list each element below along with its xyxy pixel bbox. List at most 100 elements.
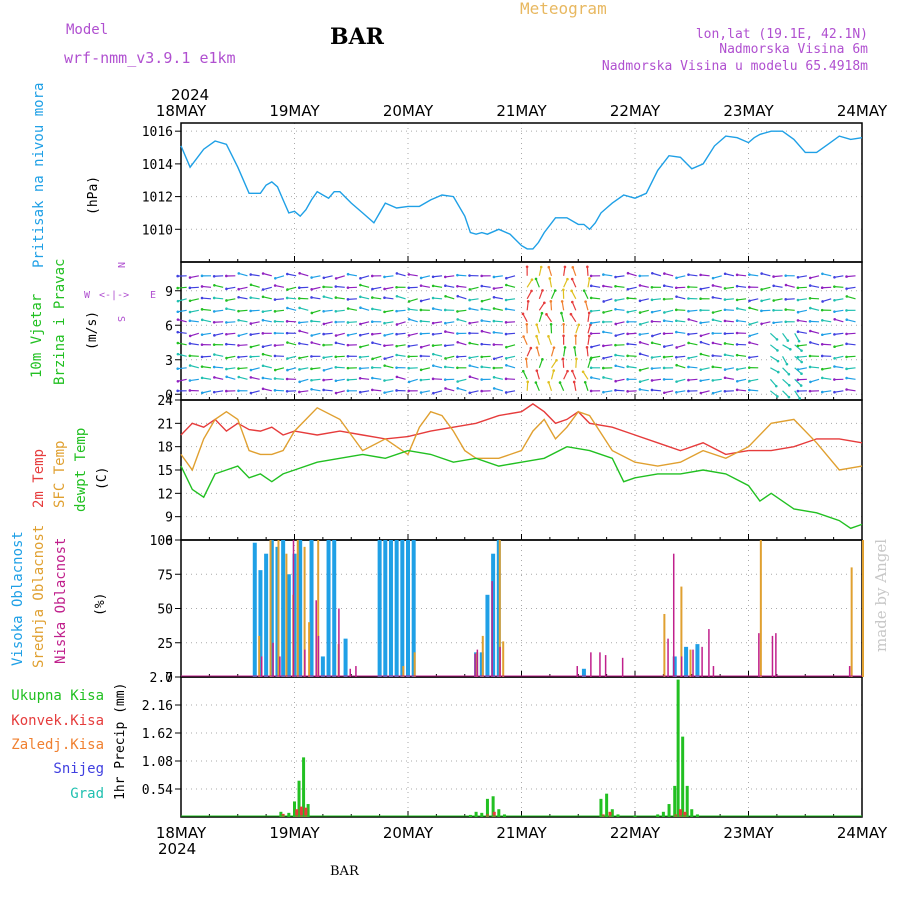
wind-arrow xyxy=(536,324,540,334)
wind-arrow xyxy=(846,343,856,346)
wind-arrowhead xyxy=(845,388,848,391)
wind-arrowhead xyxy=(587,334,591,338)
wind-arrow xyxy=(469,365,479,369)
wind-arrow xyxy=(797,298,807,301)
wind-arrow xyxy=(538,266,542,276)
wind-arrow xyxy=(445,366,455,369)
wind-arrowhead xyxy=(614,364,617,368)
wind-arrowhead xyxy=(200,365,204,368)
wind-arrowhead xyxy=(237,318,240,322)
wind-arrow xyxy=(773,298,783,302)
panel-pressure: 1010 1012 1014 1016 xyxy=(142,122,863,263)
wind-arrowhead xyxy=(188,389,192,392)
wind-arrow xyxy=(469,321,479,324)
wind-arrow xyxy=(360,321,370,325)
wind-arrow xyxy=(664,272,674,277)
wind-arrow xyxy=(584,382,589,391)
wind-arrowhead xyxy=(614,388,617,392)
wind-arrowhead xyxy=(820,354,824,358)
wind-arrowhead xyxy=(699,368,703,371)
wind-arrow xyxy=(846,295,856,300)
wind-arrow xyxy=(335,366,345,369)
wind-arrow xyxy=(582,371,589,380)
wind-arrowhead xyxy=(799,384,803,387)
wind-arrowhead xyxy=(298,368,301,371)
date-tick-label: 19MAY xyxy=(269,824,320,842)
wind-arrowhead xyxy=(845,295,849,298)
wind-arrowhead xyxy=(711,332,715,335)
wind-arrow xyxy=(494,387,504,392)
wind-arrowhead xyxy=(562,288,565,292)
wind-arrowhead xyxy=(588,277,591,280)
precip-bar-conv xyxy=(281,813,285,817)
wind-arrowhead xyxy=(504,307,508,311)
wind-arrowhead xyxy=(200,391,204,395)
wind-arrow xyxy=(591,355,601,359)
compass-w: W xyxy=(84,290,91,301)
wind-arrow xyxy=(563,278,568,288)
wind-arrowhead xyxy=(569,312,573,316)
wind-arrow xyxy=(238,367,248,370)
wind-arrowhead xyxy=(748,341,751,344)
pressure-ylabel: (hPa) xyxy=(86,176,101,215)
wind-arrow xyxy=(724,286,734,290)
wind-arrowhead xyxy=(614,307,617,311)
cloud-bar-low xyxy=(590,652,592,677)
precip-bar-total xyxy=(661,811,665,817)
wind-arrow xyxy=(226,298,236,302)
wind-arrowhead xyxy=(505,283,508,287)
wind-arrowhead xyxy=(225,307,228,311)
wind-arrow xyxy=(506,275,516,279)
wind-arrow xyxy=(526,347,532,357)
wind-arrowhead xyxy=(322,285,325,289)
wind-arrow xyxy=(603,298,613,303)
wind-arrowhead xyxy=(787,383,791,387)
y-tick-label: 21 xyxy=(157,417,173,432)
wind-arrowhead xyxy=(711,391,715,395)
wind-arrowhead xyxy=(638,311,642,314)
cloud-bar-mid xyxy=(308,622,311,677)
wind-arrow xyxy=(189,355,199,357)
wind-arrow xyxy=(603,344,613,347)
wind-arrowhead xyxy=(225,321,228,324)
wind-arrow xyxy=(493,275,503,278)
wind-arrow xyxy=(238,332,248,337)
wind-arrow xyxy=(457,355,467,358)
wind-arrowhead xyxy=(650,388,654,392)
wind-arrow xyxy=(384,297,394,300)
wind-arrowhead xyxy=(748,323,751,326)
wind-arrow xyxy=(408,344,418,347)
wind-arrow xyxy=(457,387,467,392)
wind-arrowhead xyxy=(334,365,338,369)
wind-arrowhead xyxy=(772,284,775,288)
wind-arrowhead xyxy=(298,271,301,275)
wind-arrow xyxy=(469,308,479,311)
wind-arrowhead xyxy=(575,357,578,361)
wind-arrowhead xyxy=(574,334,577,338)
cloud-bar-high xyxy=(326,540,331,677)
wind-arrow xyxy=(384,275,394,278)
wind-arrowhead xyxy=(200,343,204,346)
wind-arrow xyxy=(493,331,503,334)
wind-arrowhead xyxy=(638,341,642,344)
wind-arrowhead xyxy=(322,332,325,336)
wind-arrowhead xyxy=(589,356,593,360)
wind-arrowhead xyxy=(273,298,277,301)
cloud-side-label-low: Niska Oblacnost xyxy=(53,538,69,664)
wind-arrowhead xyxy=(808,276,812,280)
wind-arrow xyxy=(749,378,759,382)
wind-arrow xyxy=(639,298,649,302)
wind-arrowhead xyxy=(237,389,240,393)
wind-arrowhead xyxy=(553,289,557,292)
wind-arrow xyxy=(433,390,443,394)
wind-arrowhead xyxy=(322,309,325,313)
wind-arrowhead xyxy=(687,341,690,345)
wind-arrowhead xyxy=(650,320,654,323)
wind-arrowhead xyxy=(371,287,374,291)
wind-arrowhead xyxy=(760,309,763,313)
wind-arrow xyxy=(834,309,844,313)
wind-arrow xyxy=(506,390,516,394)
wind-arrowhead xyxy=(176,299,180,303)
wind-arrowhead xyxy=(371,307,374,311)
wind-arrow xyxy=(506,355,516,359)
